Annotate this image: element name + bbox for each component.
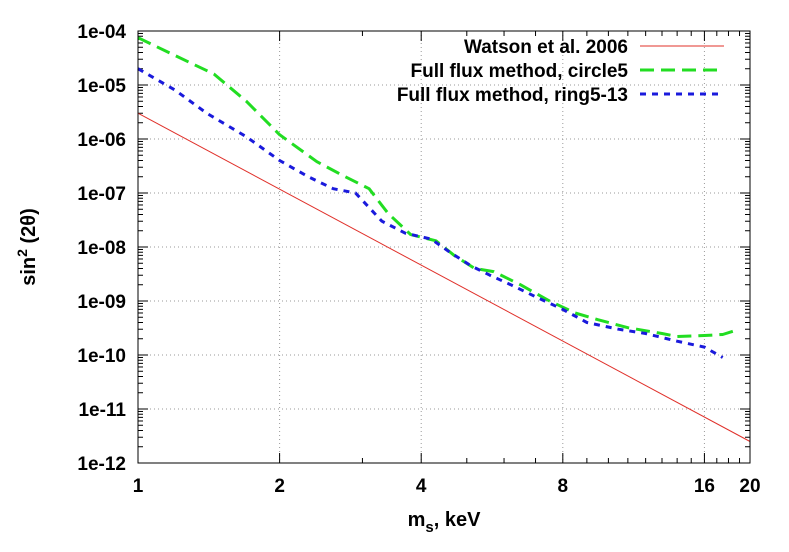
series-line-2: [137, 36, 740, 338]
y-tick-labels: 1e-12 1e-11 1e-10 1e-09 1e-08 1e-07 1e-06 1e-05…: [77, 22, 126, 475]
x-tick-label: 16: [694, 476, 715, 497]
legend: Watson et al. 2006 Full flux method, circ…: [397, 37, 724, 106]
y-axis-label-sup: 2: [14, 249, 30, 257]
series-line-1: [137, 112, 751, 442]
series-lines: [137, 36, 751, 442]
x-axis-label: ms, keV: [408, 509, 482, 536]
x-tick-label: 1: [133, 476, 144, 497]
y-tick-label: 1e-04: [77, 22, 126, 43]
y-tick-label: 1e-07: [77, 184, 126, 205]
x-tick-label: 8: [558, 476, 569, 497]
y-tick-label: 1e-10: [77, 346, 126, 367]
y-tick-label: 1e-06: [77, 130, 126, 151]
grid: [138, 31, 750, 463]
x-axis-label-main: m: [408, 509, 426, 531]
legend-label-3: Full flux method, ring5-13: [397, 85, 628, 106]
x-tick-label: 2: [274, 476, 285, 497]
x-axis-label-rest: , keV: [434, 509, 481, 531]
y-tick-label: 1e-08: [77, 238, 126, 259]
x-tick-labels: 1 2 4 8 16 20: [133, 476, 761, 497]
series-line-3: [137, 67, 724, 359]
y-axis-label-main: sin: [18, 257, 40, 286]
legend-label-2: Full flux method, circle5: [411, 61, 629, 82]
x-tick-label: 4: [416, 476, 427, 497]
y-axis-label-rest: (2θ): [18, 208, 40, 249]
y-tick-label: 1e-05: [77, 76, 126, 97]
y-tick-label: 1e-09: [77, 292, 126, 313]
x-axis-label-sub: s: [425, 519, 433, 536]
legend-label-1: Watson et al. 2006: [464, 37, 628, 58]
y-axis-label: sin2 (2θ): [14, 208, 40, 286]
y-tick-label: 1e-11: [78, 400, 126, 421]
y-tick-label: 1e-12: [77, 454, 126, 475]
minor-ticks: [138, 31, 750, 463]
plot-frame: [137, 30, 751, 464]
x-tick-label: 20: [739, 476, 760, 497]
